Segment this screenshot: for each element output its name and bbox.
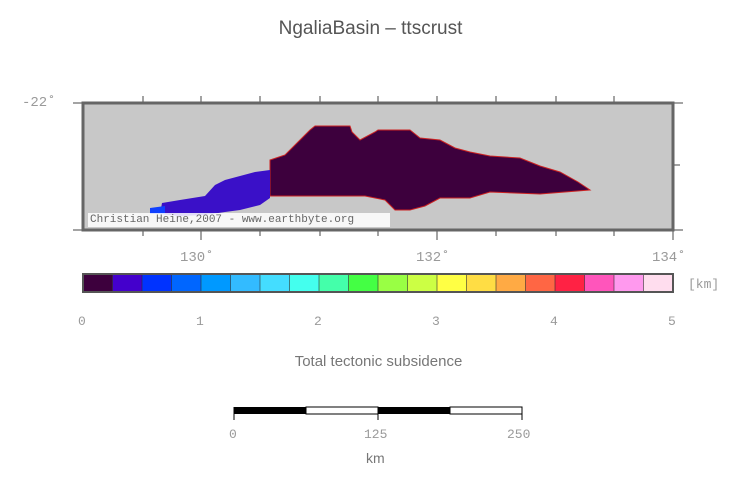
colorbar-swatch [171, 273, 202, 293]
scale-bar [233, 406, 523, 420]
scale-segment-4 [449, 406, 523, 415]
colorbar-swatch [495, 273, 527, 293]
colorbar-swatch [289, 273, 320, 293]
colorbar-swatch [643, 273, 674, 293]
colorbar-swatch [377, 273, 409, 293]
colorbar-swatch [436, 273, 468, 293]
colorbar [82, 273, 674, 293]
colorbar-tick-5: 5 [668, 314, 676, 329]
colorbar-swatch [613, 273, 645, 293]
colorbar-swatch [200, 273, 232, 293]
basin-main-region [269, 125, 592, 211]
colorbar-swatch [259, 273, 291, 293]
colorbar-tick-1: 1 [196, 314, 204, 329]
colorbar-tick-2: 2 [314, 314, 322, 329]
colorbar-swatch [554, 273, 586, 293]
colorbar-swatch [584, 273, 615, 293]
colorbar-swatch [141, 273, 173, 293]
lon-label-130: 130˚ [180, 250, 214, 266]
scale-label-125: 125 [364, 427, 388, 442]
basin-area [150, 125, 592, 216]
colorbar-swatch [112, 273, 143, 293]
colorbar-swatch [407, 273, 438, 293]
lat-label: -22˚ [22, 95, 56, 111]
scale-segment-2 [305, 406, 379, 415]
colorbar-tick-0: 0 [78, 314, 86, 329]
basin-west-region [160, 170, 270, 216]
colorbar-caption: Total tectonic subsidence [294, 353, 463, 370]
scale-segment-1 [234, 407, 306, 414]
map-credit: Christian Heine,2007 - www.earthbyte.org [90, 214, 355, 226]
credit-box [88, 213, 390, 227]
colorbar-swatch [318, 273, 350, 293]
colorbar-tick-4: 4 [550, 314, 558, 329]
lon-label-132: 132˚ [416, 250, 450, 266]
colorbar-swatch [525, 273, 556, 293]
colorbar-swatch [466, 273, 497, 293]
colorbar-frame [82, 273, 674, 293]
scale-label-0: 0 [229, 427, 237, 442]
scale-segment-3 [378, 407, 450, 414]
lon-label-134: 134˚ [652, 250, 686, 266]
colorbar-swatch [230, 273, 261, 293]
colorbar-swatch [348, 273, 379, 293]
scale-unit: km [366, 450, 385, 466]
colorbar-swatch [82, 273, 114, 293]
basin-deep-tip [150, 206, 165, 214]
colorbar-tick-3: 3 [432, 314, 440, 329]
scale-label-250: 250 [507, 427, 531, 442]
page-title: NgaliaBasin – ttscrust [278, 18, 463, 39]
colorbar-unit: [km] [688, 277, 720, 292]
map-ticks [73, 96, 683, 240]
